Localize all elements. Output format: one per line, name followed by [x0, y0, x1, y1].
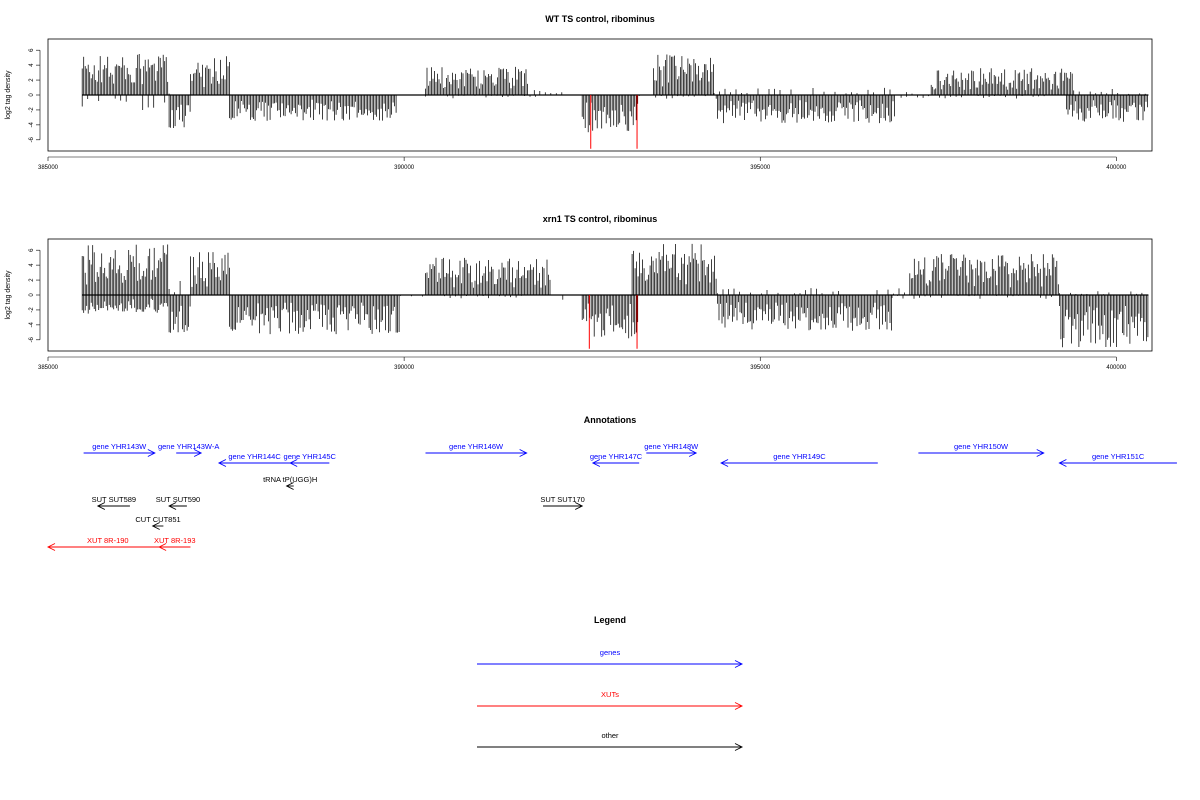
annotation-label: gene YHR149C [773, 452, 826, 461]
arrow-head [1036, 449, 1045, 457]
y-tick-label: -2 [29, 107, 35, 113]
y-tick-label: -4 [29, 322, 35, 328]
annotation-arrow [158, 543, 191, 551]
arrow-head [734, 743, 744, 751]
x-tick-label: 390000 [394, 365, 415, 371]
arrow-head [46, 543, 56, 551]
arrow-head [151, 522, 160, 530]
annotation-label: gene YHR147C [590, 452, 643, 461]
arrow-head [217, 459, 227, 467]
annotation-label: XUT 8R-193 [154, 536, 196, 545]
arrow-head [1058, 459, 1067, 467]
annotation-arrow [217, 459, 291, 467]
y-tick-label: -6 [29, 136, 35, 142]
annotation-label: XUT 8R-190 [87, 536, 129, 545]
annotation-label: gene YHR150W [954, 442, 1009, 451]
legend-arrow [477, 702, 744, 710]
plot-frame [47, 38, 1153, 152]
annotation-label: tRNA tP(UGG)H [263, 475, 317, 484]
annotation-label: gene YHR148W [644, 442, 699, 451]
x-tick-label: 395000 [750, 165, 771, 171]
y-axis-label: log2 tag density [5, 270, 12, 320]
legend-title: Legend [594, 615, 626, 625]
arrow-head [158, 543, 167, 551]
legend-label: other [601, 731, 619, 740]
arrow-head [591, 459, 601, 467]
y-tick-label: -4 [29, 122, 35, 128]
y-tick-label: -2 [29, 307, 35, 313]
legend-arrow [477, 743, 744, 751]
arrow-head [734, 702, 744, 710]
annotation-arrow [176, 449, 203, 457]
annotation-arrow [646, 449, 698, 457]
x-tick-label: 400000 [1106, 365, 1127, 371]
arrow-head [688, 449, 698, 457]
annotation-arrow [46, 543, 168, 551]
annotation-arrow [289, 459, 330, 467]
arrow-head [574, 502, 584, 510]
arrow-head [96, 502, 106, 510]
annotation-arrow [1058, 459, 1177, 467]
annotation-arrow [285, 482, 294, 490]
y-tick-label: 4 [29, 63, 35, 67]
annotation-arrow [151, 522, 164, 530]
y-tick-label: 0 [29, 93, 35, 97]
annotation-arrow [168, 502, 187, 510]
annotation-arrow [83, 449, 156, 457]
annotation-label: gene YHR145C [284, 452, 337, 461]
panel-title: WT TS control, ribominus [545, 14, 655, 24]
annotation-label: gene YHR143W [92, 442, 147, 451]
annotation-label: gene YHR151C [1092, 452, 1145, 461]
arrow-head [734, 660, 744, 668]
annotation-arrow [591, 459, 640, 467]
annotation-arrow [425, 449, 528, 457]
y-tick-label: 6 [29, 248, 35, 252]
annotation-label: SUT SUT590 [156, 495, 200, 504]
x-tick-label: 385000 [38, 365, 59, 371]
arrow-head [168, 502, 177, 510]
legend-arrow [477, 660, 744, 668]
arrow-head [720, 459, 729, 467]
annotation-label: gene YHR143W-A [158, 442, 219, 451]
x-tick-label: 390000 [394, 165, 415, 171]
y-tick-label: 0 [29, 293, 35, 297]
y-axis-label: log2 tag density [5, 70, 12, 120]
legend-label: XUTs [601, 690, 619, 699]
annotation-label: SUT SUT589 [92, 495, 136, 504]
legend-label: genes [600, 648, 621, 657]
arrow-head [285, 482, 294, 490]
y-tick-label: -6 [29, 336, 35, 342]
annotation-label: SUT SUT170 [540, 495, 584, 504]
annotation-arrow [543, 502, 584, 510]
arrow-head [147, 449, 156, 457]
x-tick-label: 385000 [38, 165, 59, 171]
annotation-arrow [720, 459, 878, 467]
panel-title: xrn1 TS control, ribominus [543, 214, 658, 224]
arrow-head [519, 449, 528, 457]
y-tick-label: 2 [29, 278, 35, 282]
plot-frame [47, 238, 1153, 352]
annotation-label: CUT CUT851 [135, 515, 180, 524]
annotation-label: gene YHR144C [228, 452, 281, 461]
arrow-head [289, 459, 298, 467]
annotations-title: Annotations [584, 415, 637, 425]
x-tick-label: 395000 [750, 365, 771, 371]
annotation-arrow [918, 449, 1045, 457]
x-tick-label: 400000 [1106, 165, 1127, 171]
annotation-label: gene YHR146W [449, 442, 504, 451]
annotation-arrow [96, 502, 130, 510]
y-tick-label: 2 [29, 78, 35, 82]
arrow-head [193, 449, 203, 457]
y-tick-label: 6 [29, 48, 35, 52]
y-tick-label: 4 [29, 263, 35, 267]
